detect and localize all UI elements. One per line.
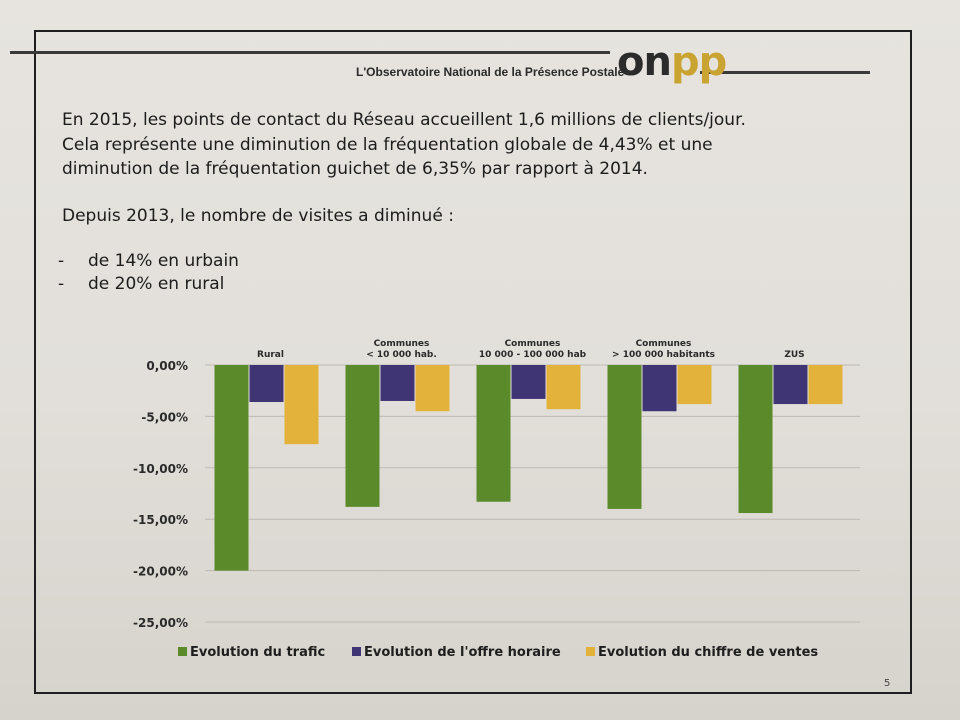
bar (214, 365, 249, 571)
y-tick-label: 0,00% (146, 359, 188, 373)
bar (415, 365, 450, 412)
y-tick-label: -25,00% (133, 616, 188, 630)
onpp-logo: onpp (617, 39, 727, 85)
since-heading: Depuis 2013, le nombre de visites a dimi… (62, 206, 454, 226)
legend-label: Evolution de l'offre horaire (364, 645, 561, 660)
category-label: ZUS (784, 350, 804, 360)
bar (642, 365, 677, 412)
chart-bars (214, 365, 843, 571)
intro-line-2: Cela représente une diminution de la fré… (62, 135, 713, 155)
category-label: > 100 000 habitants (612, 350, 715, 360)
legend-swatch (586, 647, 595, 656)
legend-label: Evolution du chiffre de ventes (598, 645, 818, 660)
category-label: Rural (257, 350, 284, 360)
bar (284, 365, 319, 445)
chart-legend: Evolution du trafic Evolution de l'offre … (178, 645, 818, 660)
category-label: 10 000 - 100 000 hab (479, 350, 587, 360)
y-tick-label: -5,00% (141, 410, 188, 424)
bar (738, 365, 773, 514)
bullet-list: - de 14% en urbain - de 20% en rural (58, 250, 239, 296)
category-label: Communes (636, 339, 692, 349)
bullet-item: - de 14% en urbain (58, 251, 239, 271)
bar (773, 365, 808, 405)
category-label: < 10 000 hab. (366, 350, 437, 360)
page-number: 5 (884, 678, 891, 689)
bar (511, 365, 546, 399)
header-rule (10, 51, 610, 54)
category-label: Communes (505, 339, 561, 349)
slide-frame (34, 30, 912, 694)
y-tick-label: -10,00% (133, 462, 188, 476)
bar (249, 365, 284, 403)
y-tick-label: -15,00% (133, 513, 188, 527)
bar (380, 365, 415, 401)
y-axis-ticks: 0,00% -5,00% -10,00% -15,00% -20,00% -25,00% (133, 359, 188, 630)
bar (546, 365, 581, 410)
bar (808, 365, 843, 405)
legend-swatch (352, 647, 361, 656)
bullet-item: - de 20% en rural (58, 274, 225, 294)
bar (476, 365, 511, 502)
bar (677, 365, 712, 405)
intro-line-3: diminution de la fréquentation guichet d… (62, 159, 648, 179)
category-label: Communes (374, 339, 430, 349)
bar (345, 365, 380, 507)
intro-line-1: En 2015, les points de contact du Réseau… (62, 110, 746, 130)
bar (607, 365, 642, 509)
header-rule-right (700, 71, 870, 74)
legend-label: Evolution du trafic (190, 645, 325, 660)
brand-name: L'Observatoire National de la Présence P… (356, 65, 625, 79)
y-tick-label: -20,00% (133, 565, 188, 579)
legend-swatch (178, 647, 187, 656)
